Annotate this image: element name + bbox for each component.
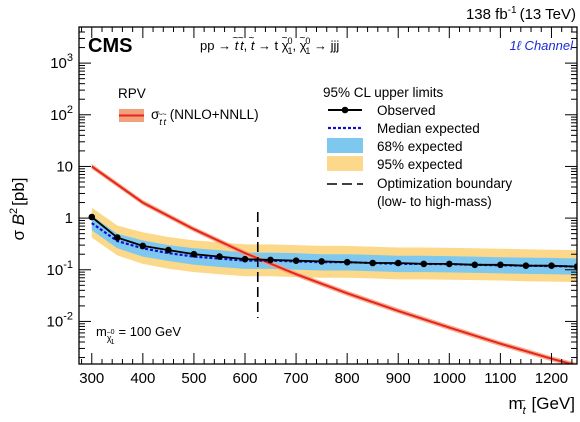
y-tick-label: 1 [65, 210, 73, 227]
x-tick-label: 900 [386, 370, 411, 387]
x-tick-label: 400 [130, 370, 155, 387]
cms-label: CMS [88, 35, 132, 57]
observed-point [140, 243, 147, 250]
y-axis-title: σ B2[pb] [8, 177, 28, 240]
observed-point [191, 251, 198, 258]
legend-median-label: Median expected [377, 121, 480, 136]
observed-point [548, 262, 555, 269]
observed-point [293, 257, 300, 264]
x-tick-label: 1000 [433, 370, 466, 387]
legend-boundary-label: Optimization boundary [377, 176, 512, 191]
y-tick-label: 103 [50, 52, 73, 72]
legend-68-swatch [327, 138, 363, 153]
observed-point [344, 259, 351, 266]
x-tick-label: 500 [181, 370, 206, 387]
x-tick-label: 800 [335, 370, 360, 387]
observed-point [497, 262, 504, 269]
observed-point [369, 260, 376, 267]
observed-point [421, 261, 428, 268]
legend-boundary-note: (low- to high-mass) [377, 194, 492, 209]
observed-point [165, 247, 172, 254]
legend-95-swatch [327, 156, 363, 171]
svg-text:pp → t~t~, t~ → t χ~01, χ~01 →: pp → t~t~, t~ → t χ~01, χ~01 → jjj [200, 33, 339, 56]
y-tick-label: 102 [50, 104, 73, 124]
legend-68-label: 68% expected [377, 139, 463, 154]
y-tick-label: 10 [56, 158, 73, 175]
x-tick-label: 1200 [535, 370, 568, 387]
observed-point [89, 214, 96, 221]
y-tick-label: 10-1 [47, 259, 73, 279]
legend-title: 95% CL upper limits [323, 85, 444, 100]
legend: 95% CL upper limits Observed Median expe… [323, 85, 512, 209]
observed-point [216, 253, 223, 260]
lumi-label: 138 fb-1(13 TeV) [466, 5, 576, 23]
x-tick-label: 300 [79, 370, 104, 387]
legend-95-label: 95% expected [377, 157, 463, 172]
plot-frame [79, 27, 577, 364]
theory-legend-label: σt~t~(NNLO+NNLL) [151, 107, 259, 127]
x-tick-label: 1100 [484, 370, 516, 387]
x-axis-title: mt~[GeV] [508, 394, 575, 417]
channel-label: 1ℓ Channel [510, 38, 575, 53]
observed-point [114, 234, 121, 241]
observed-point [523, 262, 530, 269]
observed-point [318, 258, 325, 265]
observed-point [395, 260, 402, 267]
legend-observed-label: Observed [377, 103, 436, 118]
x-tick-label: 700 [284, 370, 309, 387]
legend-observed-marker [342, 107, 349, 114]
observed-point [446, 261, 453, 268]
theory-title: RPV [118, 86, 146, 101]
observed-point [242, 256, 249, 263]
y-tick-label: 10-2 [47, 310, 73, 330]
observed-point [472, 262, 479, 269]
x-tick-label: 600 [232, 370, 257, 387]
observed-point [267, 257, 274, 264]
